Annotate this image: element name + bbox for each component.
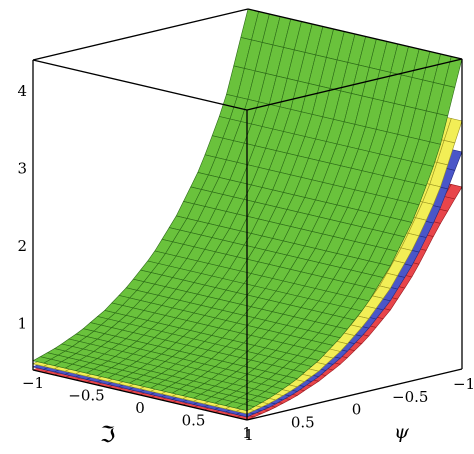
y-tick-label: 0 [352, 401, 362, 419]
y-tick-label: −1 [453, 375, 474, 393]
z-tick-label: 3 [17, 160, 27, 178]
surfaces [32, 8, 463, 421]
y-tick-label: 0.5 [291, 413, 315, 431]
z-tick-label: 4 [17, 82, 27, 100]
x-tick-label: 0.5 [182, 412, 206, 430]
box-edge [32, 8, 249, 61]
z-tick-label: 1 [17, 315, 27, 333]
box-edge [247, 8, 463, 60]
x-tick-label: 0 [135, 399, 145, 417]
box-edge [246, 58, 463, 111]
y-tick-label: −0.5 [392, 388, 428, 406]
bounding-box [32, 8, 463, 421]
box-edge [32, 59, 248, 111]
y-axis-label: ψ [394, 421, 410, 443]
surface-3-quad [235, 403, 256, 412]
x-axis-label: ℑ [100, 423, 115, 448]
x-tick-label: 1 [242, 424, 252, 442]
box-edge [32, 369, 248, 421]
x-tick-label: −0.5 [68, 387, 104, 405]
y-tick-label: 1 [244, 426, 254, 444]
x-tick-label: −1 [22, 374, 44, 392]
z-tick-label: 2 [17, 237, 27, 255]
box-edge [246, 368, 463, 421]
surface-3 [32, 8, 463, 412]
